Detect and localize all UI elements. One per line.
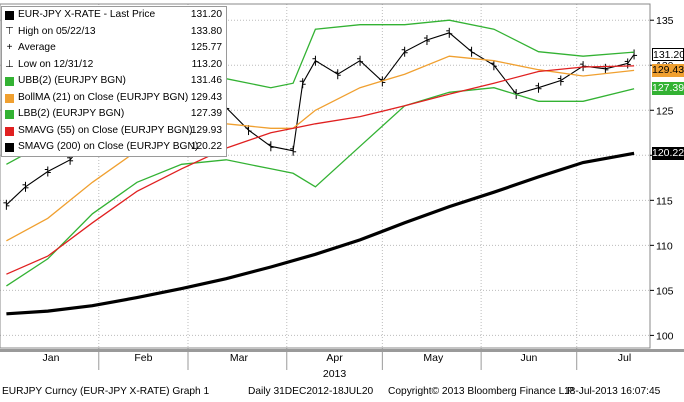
footer-range: Daily 31DEC2012-18JUL20 bbox=[248, 386, 374, 397]
x-tick-label: Jun bbox=[520, 352, 537, 364]
legend-swatch bbox=[5, 93, 14, 103]
legend-label: BollMA (21) on Close (EURJPY BGN) bbox=[18, 91, 189, 103]
footer-bar: EURJPY Curncy (EUR-JPY X-RATE) Graph 1 D… bbox=[0, 382, 684, 402]
legend-label: UBB(2) (EURJPY BGN) bbox=[18, 75, 126, 86]
footer-timestamp: 18-Jul-2013 16:07:45 bbox=[564, 386, 661, 397]
legend-value: 127.39 bbox=[190, 108, 222, 119]
legend-label: High on 05/22/13 bbox=[18, 25, 96, 37]
legend-item: + Average 125.77 bbox=[2, 40, 226, 57]
value-tag: 131.20 bbox=[652, 47, 684, 61]
series-line bbox=[6, 65, 635, 275]
legend-swatch bbox=[5, 126, 14, 136]
footer-security: EURJPY Curncy (EUR-JPY X-RATE) Graph 1 bbox=[2, 386, 210, 397]
value-tag: 129.43 bbox=[652, 63, 684, 77]
footer-copyright: Copyright© 2013 Bloomberg Finance L.P. bbox=[388, 386, 576, 397]
x-axis-label: 2013 bbox=[323, 368, 347, 380]
legend-value: 131.20 bbox=[190, 9, 222, 20]
legend-value: 129.43 bbox=[190, 91, 222, 103]
legend-value: 125.77 bbox=[190, 42, 222, 53]
legend-item: SMAVG (55) on Close (EURJPY BGN) 129.93 bbox=[2, 123, 226, 140]
value-tag: 127.39 bbox=[652, 82, 684, 96]
x-tick-label: Jul bbox=[618, 352, 631, 364]
plot-frame bbox=[0, 3, 651, 349]
legend-swatch bbox=[5, 110, 14, 119]
legend-value: 120.22 bbox=[190, 141, 222, 152]
legend-label: Average bbox=[18, 42, 56, 53]
legend-item: ⊤ High on 05/22/13 133.80 bbox=[2, 24, 226, 41]
axes: 100105110115120125130135JanFebMarAprMayJ… bbox=[0, 3, 684, 380]
legend-item: UBB(2) (EURJPY BGN) 131.46 bbox=[2, 73, 226, 90]
legend: EUR-JPY X-RATE - Last Price 131.20 ⊤ High o… bbox=[1, 6, 227, 157]
x-tick-label: Feb bbox=[134, 352, 152, 364]
y-tick-label: 135 bbox=[656, 15, 674, 27]
value-tag: 120.22 bbox=[652, 146, 684, 160]
plus-marker-icon: + bbox=[6, 42, 13, 53]
legend-label: EUR-JPY X-RATE - Last Price bbox=[18, 9, 156, 20]
y-tick-label: 110 bbox=[656, 240, 673, 252]
legend-item: EUR-JPY X-RATE - Last Price 131.20 bbox=[2, 7, 226, 24]
y-tick-label: 115 bbox=[656, 195, 673, 207]
legend-label: LBB(2) (EURJPY BGN) bbox=[18, 108, 125, 119]
legend-swatch bbox=[5, 143, 14, 152]
scroll-band bbox=[0, 349, 684, 352]
series-line bbox=[6, 87, 635, 287]
legend-swatch bbox=[5, 77, 14, 86]
legend-value: 133.80 bbox=[190, 25, 222, 37]
legend-value: 113.20 bbox=[191, 58, 222, 70]
series-line bbox=[6, 151, 635, 316]
legend-label: SMAVG (200) on Close (EURJPY BGN) bbox=[18, 141, 199, 152]
x-tick-label: Apr bbox=[326, 352, 343, 364]
legend-value: 129.93 bbox=[190, 124, 222, 136]
x-tick-label: Mar bbox=[230, 352, 249, 364]
legend-swatch bbox=[5, 11, 14, 20]
legend-item: SMAVG (200) on Close (EURJPY BGN) 120.22 bbox=[2, 139, 226, 156]
legend-label: Low on 12/31/12 bbox=[18, 58, 94, 70]
low-marker-icon: ⊥ bbox=[5, 58, 14, 70]
series-line bbox=[6, 55, 635, 242]
legend-value: 131.46 bbox=[190, 75, 222, 86]
high-marker-icon: ⊤ bbox=[5, 25, 14, 37]
x-tick-label: Jan bbox=[43, 352, 60, 364]
x-tick-label: May bbox=[423, 352, 444, 364]
legend-item: BollMA (21) on Close (EURJPY BGN) 129.43 bbox=[2, 90, 226, 107]
y-tick-label: 125 bbox=[656, 105, 674, 117]
legend-item: LBB(2) (EURJPY BGN) 127.39 bbox=[2, 106, 226, 123]
y-tick-label: 105 bbox=[656, 285, 674, 297]
legend-label: SMAVG (55) on Close (EURJPY BGN) bbox=[18, 124, 193, 136]
y-tick-label: 100 bbox=[656, 330, 674, 342]
legend-item: ⊥ Low on 12/31/12 113.20 bbox=[2, 57, 226, 74]
